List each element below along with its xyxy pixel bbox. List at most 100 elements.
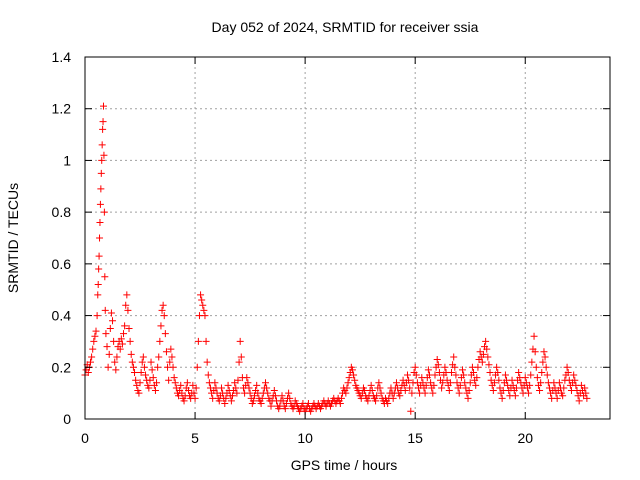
data-point xyxy=(99,118,107,126)
data-point xyxy=(138,358,146,366)
data-point xyxy=(122,301,130,309)
data-point xyxy=(460,371,468,379)
data-point xyxy=(149,374,157,382)
data-point xyxy=(271,392,279,400)
data-point xyxy=(132,376,140,384)
data-point xyxy=(281,405,289,413)
data-point xyxy=(151,387,159,395)
data-point xyxy=(376,384,384,392)
data-point xyxy=(166,358,174,366)
data-point xyxy=(286,394,294,402)
data-point xyxy=(412,371,420,379)
data-point xyxy=(479,350,487,358)
data-point xyxy=(344,379,352,387)
data-point xyxy=(194,337,202,345)
data-point xyxy=(575,397,583,405)
data-point xyxy=(270,387,278,395)
data-point xyxy=(406,384,414,392)
data-point xyxy=(140,363,148,371)
data-point xyxy=(474,363,482,371)
data-point xyxy=(94,291,102,299)
y-axis-label: SRMTID / TECUs xyxy=(5,183,21,293)
data-point xyxy=(121,322,129,330)
data-point xyxy=(171,379,179,387)
data-point xyxy=(245,384,253,392)
data-point xyxy=(501,371,509,379)
data-points xyxy=(81,102,591,415)
data-point xyxy=(367,381,375,389)
data-point xyxy=(147,358,155,366)
data-point xyxy=(525,389,533,397)
data-point xyxy=(87,358,95,366)
x-tick-label: 5 xyxy=(191,430,199,446)
data-point xyxy=(483,345,491,353)
data-point xyxy=(553,394,561,402)
data-point xyxy=(253,381,261,389)
data-point xyxy=(204,371,212,379)
data-point xyxy=(135,389,143,397)
data-point xyxy=(161,330,169,338)
data-point xyxy=(228,392,236,400)
data-point xyxy=(101,306,109,314)
data-point xyxy=(116,345,124,353)
data-point xyxy=(234,376,242,384)
data-point xyxy=(373,392,381,400)
data-point xyxy=(233,389,241,397)
data-point xyxy=(95,265,103,273)
data-point xyxy=(489,387,497,395)
data-point xyxy=(123,291,131,299)
data-point xyxy=(368,387,376,395)
data-point xyxy=(100,208,108,216)
data-point xyxy=(249,397,257,405)
data-point xyxy=(441,363,449,371)
data-point xyxy=(494,368,502,376)
data-point xyxy=(364,397,372,405)
data-point xyxy=(137,368,145,376)
data-point xyxy=(127,350,135,358)
data-point xyxy=(439,379,447,387)
data-point xyxy=(392,379,400,387)
data-point xyxy=(470,368,478,376)
y-tick-label: 0 xyxy=(63,411,71,427)
data-point xyxy=(120,330,128,338)
y-tick-label: 0.8 xyxy=(52,204,72,220)
data-point xyxy=(258,394,266,402)
plot-frame xyxy=(84,56,611,420)
data-point xyxy=(200,306,208,314)
data-point xyxy=(197,291,205,299)
data-point xyxy=(155,353,163,361)
data-point xyxy=(215,397,223,405)
data-point xyxy=(532,363,540,371)
data-point xyxy=(168,353,176,361)
data-point xyxy=(169,363,177,371)
data-point xyxy=(456,381,464,389)
data-point xyxy=(407,407,415,415)
data-point xyxy=(221,399,229,407)
data-point xyxy=(156,337,164,345)
data-point xyxy=(263,384,271,392)
data-point xyxy=(211,379,219,387)
x-tick-label: 20 xyxy=(517,430,533,446)
data-point xyxy=(478,358,486,366)
data-point xyxy=(490,379,498,387)
data-point xyxy=(128,358,136,366)
data-point xyxy=(217,384,225,392)
data-point xyxy=(201,312,209,320)
data-point xyxy=(199,301,207,309)
data-point xyxy=(96,234,104,242)
data-point xyxy=(372,397,380,405)
data-point xyxy=(515,368,523,376)
data-point xyxy=(100,151,108,159)
data-point xyxy=(257,399,265,407)
data-point xyxy=(136,379,144,387)
data-point xyxy=(202,337,210,345)
data-point xyxy=(531,348,539,356)
data-point xyxy=(198,296,206,304)
data-point xyxy=(421,389,429,397)
data-point xyxy=(102,330,110,338)
data-point xyxy=(401,387,409,395)
data-point xyxy=(190,389,198,397)
data-point xyxy=(118,340,126,348)
data-point xyxy=(193,363,201,371)
